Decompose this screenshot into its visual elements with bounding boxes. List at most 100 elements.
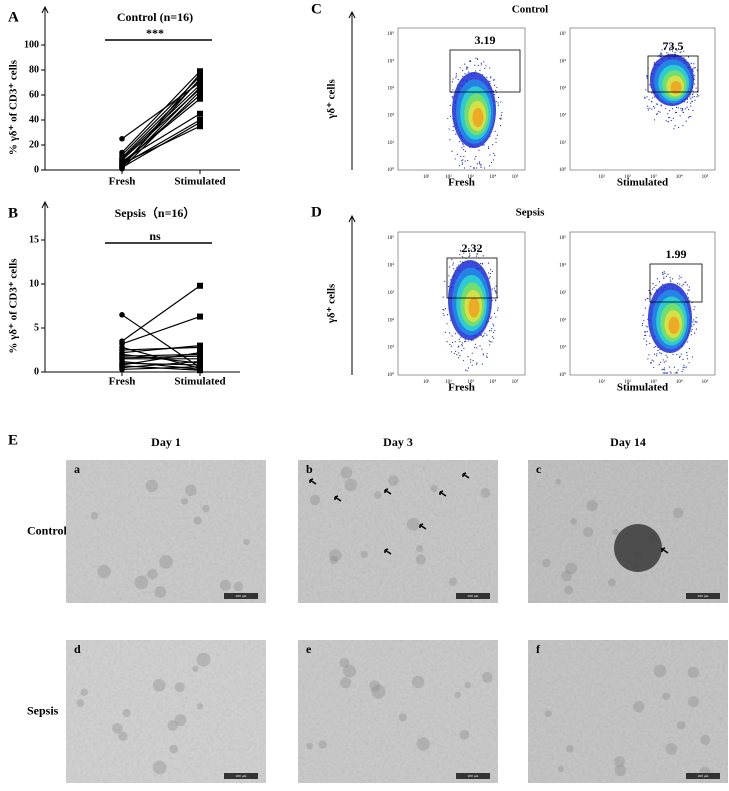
event-dot — [474, 346, 476, 349]
y-tick-label: 15 — [29, 234, 39, 245]
y-tick-label: 10⁰ — [559, 372, 566, 378]
y-tick-label: 10 — [29, 278, 39, 289]
event-dot — [645, 325, 647, 327]
event-dot — [492, 159, 494, 161]
event-dot — [647, 105, 649, 107]
pair-line — [121, 121, 201, 169]
event-dot — [466, 66, 468, 68]
event-dot — [454, 333, 457, 335]
event-dot — [450, 345, 453, 347]
event-dot — [476, 253, 478, 255]
event-dot — [647, 109, 649, 111]
cell-cluster — [159, 554, 173, 569]
event-dot — [451, 81, 453, 83]
event-dot — [468, 340, 470, 342]
event-dot — [491, 327, 493, 330]
event-dot — [479, 345, 481, 347]
event-dot — [444, 331, 446, 333]
stimulated-point — [197, 95, 203, 102]
cell-cluster — [687, 696, 700, 708]
event-dot — [688, 348, 691, 350]
micrograph-texture — [66, 640, 266, 783]
event-dot — [663, 277, 665, 280]
event-dot — [461, 349, 463, 352]
event-dot — [492, 299, 494, 302]
event-dot — [461, 163, 463, 165]
event-dot — [458, 165, 461, 167]
event-dot — [475, 255, 478, 257]
event-dot — [676, 353, 678, 356]
event-dot — [497, 102, 499, 104]
event-dot — [685, 366, 687, 368]
event-dot — [668, 366, 671, 368]
event-dot — [500, 114, 503, 116]
event-dot — [497, 104, 500, 106]
cell-cluster — [406, 517, 420, 531]
y-tick-label: 80 — [29, 64, 39, 75]
event-dot — [466, 67, 468, 69]
event-dot — [483, 335, 485, 337]
event-dot — [450, 115, 452, 118]
event-dot — [653, 286, 655, 288]
arrow — [384, 488, 392, 495]
event-dot — [477, 247, 479, 249]
y-axis-label: % γδ⁺ of CD3⁺ cells — [8, 59, 20, 155]
panel-title: Control — [512, 4, 548, 16]
event-dot — [682, 366, 684, 368]
event-dot — [489, 269, 492, 271]
event-dot — [500, 117, 502, 119]
cell-cluster — [154, 586, 167, 599]
cell-cluster — [219, 579, 231, 591]
event-dot — [686, 358, 689, 360]
y-tick-label: 10⁰ — [387, 167, 394, 173]
cell-cluster — [608, 578, 616, 587]
density-contour — [472, 108, 484, 127]
event-dot — [458, 141, 461, 143]
event-dot — [673, 366, 675, 368]
event-dot — [451, 341, 454, 344]
event-dot — [652, 106, 655, 108]
event-dot — [690, 62, 692, 64]
y-tick-label: 10⁵ — [387, 235, 394, 241]
event-dot — [460, 155, 462, 158]
event-dot — [467, 249, 470, 251]
event-dot — [644, 299, 647, 301]
cell-cluster — [570, 518, 578, 525]
event-dot — [698, 95, 700, 97]
event-dot — [673, 128, 675, 130]
event-dot — [662, 273, 664, 275]
event-dot — [688, 286, 690, 288]
event-dot — [670, 119, 672, 122]
event-dot — [451, 335, 453, 337]
event-dot — [656, 103, 659, 105]
event-dot — [656, 278, 659, 280]
y-tick-label: 10⁴ — [387, 58, 394, 64]
event-dot — [670, 372, 672, 374]
event-dot — [469, 255, 471, 257]
event-dot — [685, 120, 687, 122]
event-dot — [451, 258, 453, 261]
fresh-point — [119, 165, 125, 172]
event-dot — [463, 149, 465, 151]
x-tick-label: Fresh — [109, 376, 136, 388]
x-tick-label: 10⁴ — [489, 174, 496, 180]
event-dot — [489, 67, 491, 69]
event-dot — [452, 89, 454, 91]
event-dot — [486, 334, 488, 336]
event-dot — [682, 111, 684, 113]
event-dot — [470, 359, 472, 361]
cell-cluster — [613, 756, 625, 768]
gate-percentage: 3.19 — [475, 33, 496, 47]
event-dot — [665, 360, 667, 362]
event-dot — [675, 106, 678, 108]
y-tick-label: 10² — [560, 317, 567, 323]
event-dot — [494, 93, 496, 96]
fresh-point — [119, 355, 125, 361]
event-dot — [682, 125, 684, 127]
event-dot — [493, 84, 496, 86]
stimulated-point — [197, 75, 203, 82]
cell-cluster — [167, 720, 179, 731]
cell-cluster — [371, 684, 386, 699]
event-dot — [457, 346, 459, 348]
event-dot — [682, 283, 684, 285]
